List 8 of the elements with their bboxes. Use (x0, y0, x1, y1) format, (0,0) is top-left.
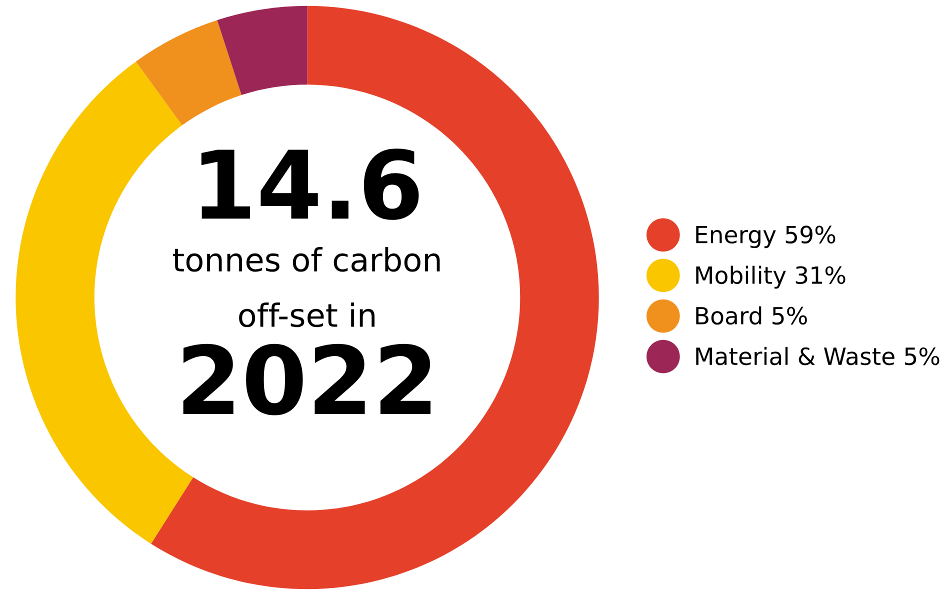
text: tonnes of carbon (172, 247, 440, 272)
legend-label: Mobility 31% (696, 266, 846, 289)
text: off-set in (239, 302, 375, 328)
legend-label: Board 5% (696, 306, 807, 325)
text: 14.6 (201, 148, 419, 220)
legend-label: Energy 59% (696, 226, 836, 248)
text: 2022 (183, 344, 430, 416)
legend-label: Material & Waste 5% (696, 346, 940, 366)
